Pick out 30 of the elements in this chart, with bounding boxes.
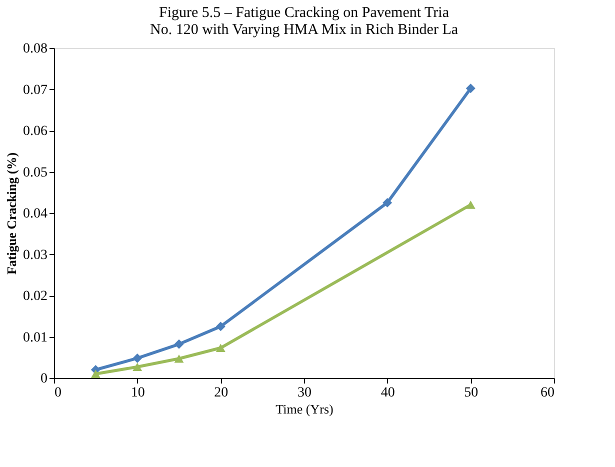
- point: [216, 344, 226, 352]
- x-tick-label: 20: [214, 386, 228, 400]
- x-tick-label: 0: [54, 386, 62, 400]
- point: [382, 198, 392, 208]
- x-tick-label: 50: [464, 386, 478, 400]
- point: [466, 200, 476, 209]
- y-tick-label: 0.06: [23, 124, 48, 139]
- point: [174, 339, 184, 349]
- x-tick-label: 60: [540, 386, 554, 400]
- x-tick-label: 30: [298, 386, 312, 400]
- x-tick-label: 10: [130, 386, 145, 400]
- point: [132, 362, 142, 371]
- point: [174, 354, 184, 363]
- y-tick-label: 0.02: [23, 289, 48, 304]
- y-tick-label: 0.04: [23, 206, 48, 222]
- y-tick-label: 0.08: [23, 42, 48, 56]
- y-tick-label: 0.07: [23, 82, 48, 98]
- y-axis-title: Fatigue Cracking (%): [4, 152, 19, 275]
- point: [216, 322, 226, 332]
- caption: Figure 5.5 – Fatigue Cracking on Pavement Tria: [159, 5, 450, 21]
- text: No. 120 with Varying HMA Mix in Rich Binder La: [150, 22, 458, 38]
- y-tick-label: 0: [40, 372, 48, 386]
- x-tick-label: 40: [380, 386, 395, 400]
- point: [466, 84, 476, 94]
- point: [90, 370, 100, 378]
- y-tick-label: 0.05: [23, 165, 48, 180]
- y-tick-label: 0.01: [23, 330, 48, 346]
- point: [132, 353, 142, 363]
- x-axis-title: Time (Yrs): [276, 402, 334, 416]
- y-tick-label: 0.03: [23, 248, 48, 263]
